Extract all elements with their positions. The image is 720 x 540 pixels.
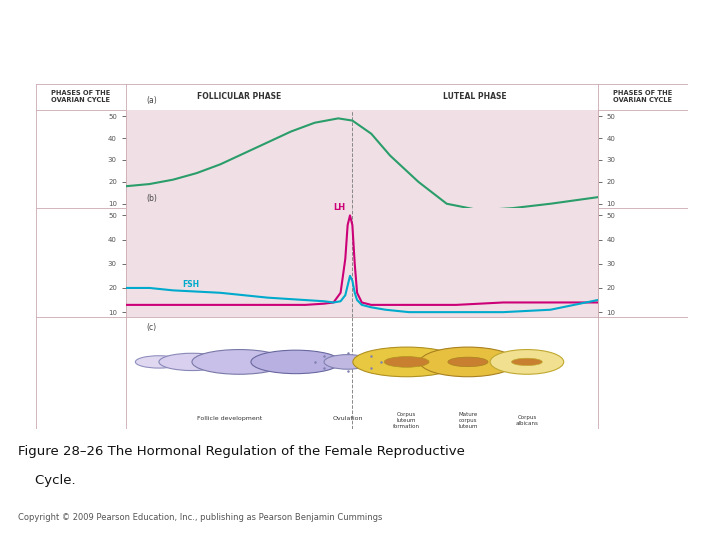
Ellipse shape	[420, 347, 516, 377]
Text: Corpus
albicans: Corpus albicans	[516, 415, 539, 426]
Text: (c): (c)	[146, 323, 156, 332]
Ellipse shape	[251, 350, 341, 374]
Text: (a): (a)	[146, 96, 157, 105]
Text: Copyright © 2009 Pearson Education, Inc., publishing as Pearson Benjamin Cumming: Copyright © 2009 Pearson Education, Inc.…	[18, 513, 382, 522]
Ellipse shape	[512, 358, 542, 366]
Text: The Female Reproductive System: The Female Reproductive System	[73, 25, 647, 53]
Text: Follicle development: Follicle development	[197, 416, 262, 421]
Text: PHASES OF THE
OVARIAN CYCLE: PHASES OF THE OVARIAN CYCLE	[613, 90, 672, 103]
Text: Cycle.: Cycle.	[18, 474, 76, 487]
Ellipse shape	[324, 355, 372, 369]
Text: LH: LH	[333, 202, 346, 212]
Ellipse shape	[490, 349, 564, 374]
Ellipse shape	[384, 356, 429, 367]
Ellipse shape	[353, 347, 460, 377]
Text: FOLLICULAR PHASE: FOLLICULAR PHASE	[197, 92, 282, 101]
Ellipse shape	[135, 356, 183, 368]
Text: Mature
corpus
luteum: Mature corpus luteum	[458, 412, 477, 429]
Text: Ovulation: Ovulation	[333, 416, 363, 421]
Ellipse shape	[192, 349, 287, 374]
Ellipse shape	[159, 353, 225, 370]
Ellipse shape	[448, 357, 488, 367]
Text: Figure 28–26 The Hormonal Regulation of the Female Reproductive: Figure 28–26 The Hormonal Regulation of …	[18, 445, 465, 458]
Text: (b): (b)	[146, 194, 157, 203]
Text: Corpus
luteum
formation: Corpus luteum formation	[393, 412, 420, 429]
Text: PHASES OF THE
OVARIAN CYCLE: PHASES OF THE OVARIAN CYCLE	[51, 90, 111, 103]
Text: FSH: FSH	[183, 280, 199, 289]
Text: LUTEAL PHASE: LUTEAL PHASE	[444, 92, 507, 101]
